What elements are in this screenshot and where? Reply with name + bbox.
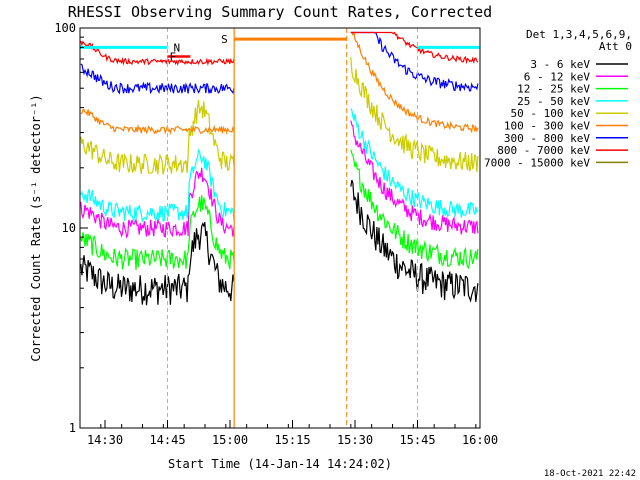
- series-line-100-300-kev-post: [350, 31, 479, 134]
- x-tick-label: 15:00: [212, 433, 248, 447]
- y-tick-label: 100: [54, 21, 76, 35]
- legend-header-line-1: Det 1,3,4,5,6,9,: [526, 28, 632, 41]
- series-line-25-50-kev-post: [350, 108, 479, 218]
- series-line-50-100-kev-pre: [80, 99, 235, 175]
- flare-label: F: [170, 51, 177, 64]
- legend-label: 3 - 6 keV: [530, 58, 590, 71]
- legend-label: 12 - 25 keV: [517, 83, 590, 96]
- series-line-800-7000-kev-pre: [80, 40, 235, 67]
- series-line-800-7000-kev-post: [350, 31, 479, 65]
- legend-label: 800 - 7000 keV: [497, 144, 590, 157]
- x-tick-label: 16:00: [462, 433, 498, 447]
- series-line-3-6-kev-post: [350, 179, 479, 303]
- legend-label: 6 - 12 keV: [524, 70, 591, 83]
- series-line-300-800-kev-pre: [80, 63, 235, 95]
- series-line-12-25-kev-pre: [80, 194, 235, 270]
- y-tick-label: 10: [62, 221, 76, 235]
- x-tick-label: 14:45: [149, 433, 185, 447]
- series-line-6-12-kev-post: [350, 120, 479, 235]
- x-tick-label: 15:30: [337, 433, 373, 447]
- x-tick-label: 14:30: [87, 433, 123, 447]
- x-tick-label: 15:45: [399, 433, 435, 447]
- series-line-6-12-kev-pre: [80, 167, 235, 239]
- x-axis-label: Start Time (14-Jan-14 14:24:02): [168, 457, 392, 471]
- series-line-100-300-kev-pre: [80, 108, 235, 136]
- saa-label: S: [221, 33, 228, 46]
- legend-label: 50 - 100 keV: [511, 107, 591, 120]
- y-tick-label: 1: [69, 421, 76, 435]
- series-line-50-100-kev-post: [350, 56, 479, 173]
- legend-label: 25 - 50 keV: [517, 95, 590, 108]
- series-line-3-6-kev-pre: [80, 222, 235, 306]
- date-stamp: 18-Oct-2021 22:42: [544, 469, 636, 479]
- y-axis-label: Corrected Count Rate (s⁻¹ detector⁻¹): [29, 94, 43, 361]
- legend-label: 7000 - 15000 keV: [484, 156, 590, 169]
- series-line-12-25-kev-post: [350, 149, 479, 270]
- series-line-25-50-kev-pre: [80, 148, 235, 223]
- chart-title: RHESSI Observing Summary Count Rates, Co…: [68, 3, 492, 21]
- legend-label: 300 - 800 keV: [504, 132, 590, 145]
- night-label: N: [174, 41, 181, 54]
- series-line-300-800-kev-post: [350, 31, 479, 92]
- legend-label: 100 - 300 keV: [504, 120, 590, 133]
- x-tick-label: 15:15: [274, 433, 310, 447]
- legend-header-line-2: Att 0: [599, 40, 632, 53]
